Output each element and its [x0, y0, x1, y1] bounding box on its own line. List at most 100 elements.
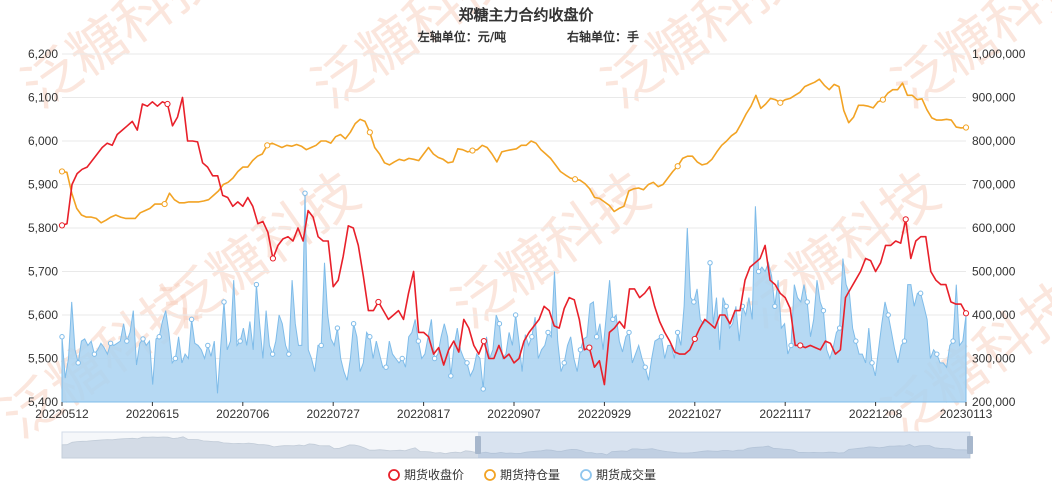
y-right-tick-label: 1,000,000: [972, 47, 1026, 61]
x-tick-label: 20221117: [759, 407, 811, 421]
datazoom-window[interactable]: [478, 432, 970, 458]
y-left-tick-label: 6,000: [28, 134, 58, 148]
open-interest-point: [777, 99, 784, 106]
volume-point: [156, 334, 162, 340]
volume-point: [124, 338, 130, 344]
volume-point: [91, 351, 98, 357]
y-left-tick-label: 5,400: [28, 395, 58, 409]
volume-point: [804, 299, 810, 305]
volume-point: [788, 342, 794, 349]
subtitle-left-axis-unit: 左轴单位：元/吨: [417, 29, 506, 44]
y-right-tick-label: 500,000: [972, 265, 1016, 279]
volume-point: [561, 360, 567, 366]
volume-point: [172, 355, 179, 362]
volume-point: [221, 299, 227, 305]
legend-label[interactable]: 期货收盘价: [404, 467, 464, 482]
x-tick-label: 20221208: [849, 407, 903, 421]
y-left-tick-label: 5,500: [28, 352, 58, 366]
volume-point: [512, 312, 519, 318]
volume-point: [448, 373, 454, 379]
open-interest-point: [469, 147, 476, 154]
close-price-point: [586, 344, 593, 351]
volume-point: [869, 360, 875, 366]
series-close-price: [58, 96, 970, 386]
close-price-point: [58, 222, 66, 229]
volume-point: [820, 307, 827, 314]
close-price-point: [691, 335, 698, 343]
close-price-point: [375, 298, 382, 306]
volume-point: [318, 342, 324, 349]
volume-point: [885, 312, 891, 318]
volume-point: [642, 364, 648, 370]
open-interest-point: [962, 124, 970, 131]
volume-point: [415, 338, 422, 344]
volume-point: [205, 342, 211, 349]
subtitle-right-axis-unit: 右轴单位：手: [566, 29, 639, 44]
volume-point: [269, 351, 276, 357]
x-tick-label: 20220817: [397, 407, 451, 421]
x-tick-label: 20220907: [487, 407, 541, 421]
volume-point: [431, 355, 438, 362]
volume-point: [934, 351, 940, 357]
datazoom-slider[interactable]: [61, 431, 973, 459]
close-price-point: [797, 342, 804, 349]
volume-point: [107, 340, 114, 346]
open-interest-point: [264, 142, 271, 149]
y-left-tick-label: 5,900: [28, 178, 58, 192]
open-interest-point: [674, 163, 681, 170]
volume-point: [723, 303, 729, 309]
y-right-tick-label: 700,000: [972, 178, 1016, 192]
y-left-tick-label: 5,800: [28, 221, 58, 235]
series-volume: [59, 190, 967, 403]
x-tick-label: 20220727: [307, 407, 361, 421]
y-right-tick-label: 900,000: [972, 91, 1016, 105]
y-right-tick-label: 300,000: [972, 352, 1016, 366]
y-left-tick-label: 5,600: [28, 308, 58, 322]
chart-title: 郑糖主力合约收盘价: [458, 6, 594, 24]
y-axis-left: 5,400 5,500 5,600 5,700 5,800 5,900 6,000 6,100…: [28, 47, 58, 409]
legend-label[interactable]: 期货持仓量: [500, 467, 560, 482]
volume-point: [59, 334, 65, 340]
legend-marker[interactable]: [580, 469, 592, 481]
legend-marker[interactable]: [388, 469, 400, 481]
y-right-tick-label: 800,000: [972, 134, 1016, 148]
volume-point: [901, 338, 908, 344]
legend: 期货收盘价 期货持仓量 期货成交量: [388, 467, 656, 482]
volume-point: [755, 268, 762, 275]
volume-point: [610, 316, 616, 323]
open-interest-point: [879, 96, 887, 103]
x-tick-label: 20220929: [578, 407, 632, 421]
open-interest-point: [161, 200, 168, 208]
volume-point: [626, 329, 632, 336]
legend-label[interactable]: 期货成交量: [596, 467, 656, 482]
datazoom-handle-left[interactable]: [475, 436, 481, 454]
legend-marker[interactable]: [484, 469, 496, 481]
volume-point: [707, 260, 713, 266]
y-right-tick-label: 400,000: [972, 308, 1016, 322]
volume-point: [529, 334, 535, 340]
volume-point: [691, 299, 697, 305]
volume-point: [253, 281, 260, 288]
close-price-point: [164, 100, 171, 108]
volume-point: [836, 325, 843, 331]
volume-point: [577, 347, 584, 353]
datazoom-preview: [61, 436, 971, 459]
open-interest-line: [61, 78, 967, 224]
open-interest-point: [571, 176, 579, 183]
volume-point: [302, 190, 308, 196]
datazoom-handle-right[interactable]: [967, 436, 973, 454]
x-tick-label: 20220615: [126, 407, 180, 421]
x-tick-label: 20220706: [216, 407, 270, 421]
x-tick-label: 20221027: [668, 407, 722, 421]
volume-point: [464, 360, 470, 366]
volume-point: [917, 290, 924, 296]
x-tick-label: 20230113: [940, 407, 993, 421]
close-price-point: [902, 216, 909, 223]
volume-point: [593, 334, 600, 340]
y-left-tick-label: 5,700: [28, 265, 58, 279]
volume-point: [950, 338, 956, 344]
volume-point: [286, 351, 292, 357]
volume-point: [674, 329, 681, 336]
y-axis-right: 200,000 300,000 400,000 500,000 600,000 700,0…: [972, 47, 1026, 409]
